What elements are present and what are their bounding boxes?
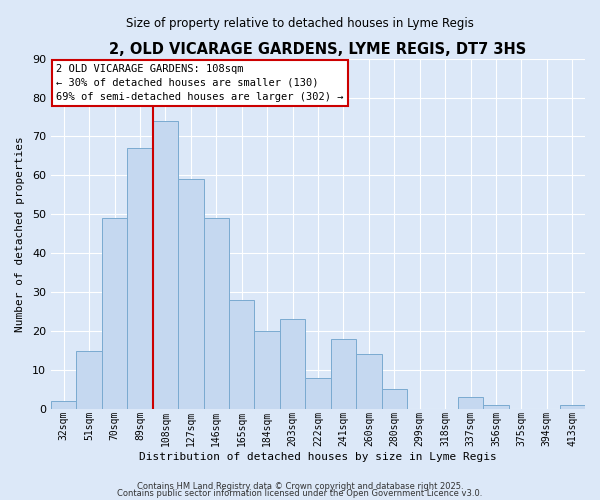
Y-axis label: Number of detached properties: Number of detached properties	[15, 136, 25, 332]
X-axis label: Distribution of detached houses by size in Lyme Regis: Distribution of detached houses by size …	[139, 452, 497, 462]
Text: 2 OLD VICARAGE GARDENS: 108sqm
← 30% of detached houses are smaller (130)
69% of: 2 OLD VICARAGE GARDENS: 108sqm ← 30% of …	[56, 64, 344, 102]
Bar	[305, 378, 331, 409]
Text: Contains HM Land Registry data © Crown copyright and database right 2025.: Contains HM Land Registry data © Crown c…	[137, 482, 463, 491]
Bar	[76, 350, 102, 409]
Bar	[51, 401, 76, 409]
Bar	[102, 218, 127, 409]
Bar	[356, 354, 382, 409]
Bar	[203, 218, 229, 409]
Bar	[483, 405, 509, 409]
Bar	[458, 397, 483, 409]
Bar	[331, 339, 356, 409]
Bar	[254, 331, 280, 409]
Text: Contains public sector information licensed under the Open Government Licence v3: Contains public sector information licen…	[118, 489, 482, 498]
Bar	[127, 148, 152, 409]
Bar	[152, 121, 178, 409]
Text: Size of property relative to detached houses in Lyme Regis: Size of property relative to detached ho…	[126, 18, 474, 30]
Bar	[280, 320, 305, 409]
Bar	[560, 405, 585, 409]
Bar	[178, 180, 203, 409]
Bar	[382, 390, 407, 409]
Title: 2, OLD VICARAGE GARDENS, LYME REGIS, DT7 3HS: 2, OLD VICARAGE GARDENS, LYME REGIS, DT7…	[109, 42, 527, 58]
Bar	[229, 300, 254, 409]
